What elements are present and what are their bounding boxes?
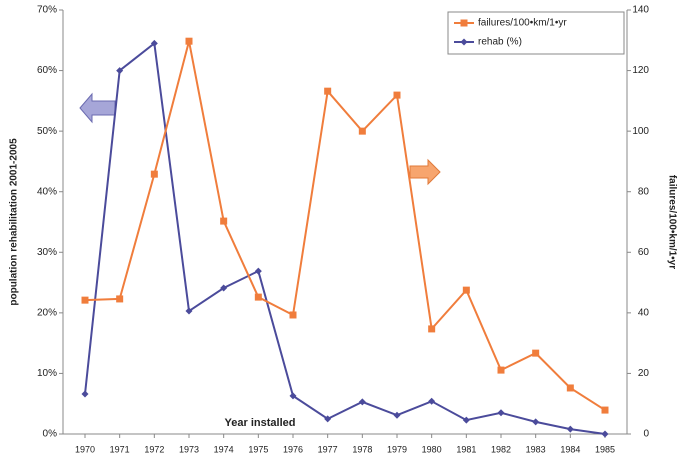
marker	[497, 366, 505, 374]
marker	[150, 170, 158, 178]
x-tick-label: 1972	[144, 444, 164, 454]
marker	[289, 392, 297, 400]
x-tick-label: 1979	[387, 444, 407, 454]
series-line	[84, 40, 606, 411]
marker	[428, 325, 436, 333]
marker	[358, 127, 366, 135]
marker	[81, 390, 89, 398]
marker	[532, 418, 540, 426]
legend-label: rehab (%)	[478, 37, 522, 48]
y-tick-label: 60%	[37, 65, 57, 76]
x-tick-label: 1976	[283, 444, 303, 454]
x-tick-label: 1971	[110, 444, 130, 454]
x-tick-label: 1982	[491, 444, 511, 454]
x-tick-label: 1974	[214, 444, 234, 454]
marker	[116, 295, 124, 303]
x-tick-label: 1978	[352, 444, 372, 454]
y-tick-label: 10%	[37, 368, 57, 379]
marker	[393, 411, 401, 419]
y-tick-label: 70%	[37, 5, 57, 16]
y-tick-label: 30%	[37, 247, 57, 258]
marker	[185, 37, 193, 45]
marker	[289, 311, 297, 319]
left-arrow	[79, 92, 116, 124]
legend-label: failures/100•km/1•yr	[478, 18, 567, 29]
x-tick-label: 1983	[526, 444, 546, 454]
y-tick-label: 0%	[43, 429, 58, 440]
legend-box	[447, 11, 625, 55]
y-tick-label: 20%	[37, 307, 57, 318]
x-tick-label: 1980	[422, 444, 442, 454]
marker	[428, 397, 436, 405]
x-axis-label: Year installed	[225, 417, 296, 429]
marker	[254, 293, 262, 301]
marker	[601, 430, 609, 438]
marker	[81, 296, 89, 304]
x-tick-label: 1977	[318, 444, 338, 454]
series-line	[84, 41, 606, 435]
marker	[358, 398, 366, 406]
marker	[185, 307, 193, 315]
marker	[220, 217, 228, 225]
marker	[324, 415, 332, 423]
marker	[393, 91, 401, 99]
marker	[532, 349, 540, 357]
marker	[497, 409, 505, 417]
y2-tick-label: 0	[643, 429, 649, 440]
y-tick-label: 40%	[37, 186, 57, 197]
marker	[324, 87, 332, 95]
marker	[462, 416, 470, 424]
right-arrow	[409, 158, 441, 186]
marker	[220, 284, 228, 292]
marker	[150, 39, 158, 47]
y-tick-label: 50%	[37, 126, 57, 137]
x-tick-label: 1973	[179, 444, 199, 454]
marker	[601, 406, 609, 414]
y2-tick-label: 80	[638, 186, 650, 197]
y2-tick-label: 60	[638, 247, 650, 258]
marker	[460, 19, 468, 27]
y2-tick-label: 100	[632, 126, 649, 137]
x-tick-label: 1984	[560, 444, 580, 454]
x-tick-label: 1981	[456, 444, 476, 454]
x-tick-label: 1975	[248, 444, 268, 454]
marker	[566, 425, 574, 433]
y2-axis-label: failures/100•km/1•yr	[666, 175, 677, 269]
marker	[566, 384, 574, 392]
marker	[116, 67, 124, 75]
marker	[462, 286, 470, 294]
marker	[254, 267, 262, 275]
x-tick-label: 1985	[595, 444, 615, 454]
x-tick-label: 1970	[75, 444, 95, 454]
y2-tick-label: 40	[638, 307, 650, 318]
y2-tick-label: 140	[632, 5, 649, 16]
marker	[460, 38, 468, 46]
y2-tick-label: 20	[638, 368, 650, 379]
y-axis-label: population rehabilitation 2001-2005	[9, 138, 20, 306]
y2-tick-label: 120	[632, 65, 649, 76]
